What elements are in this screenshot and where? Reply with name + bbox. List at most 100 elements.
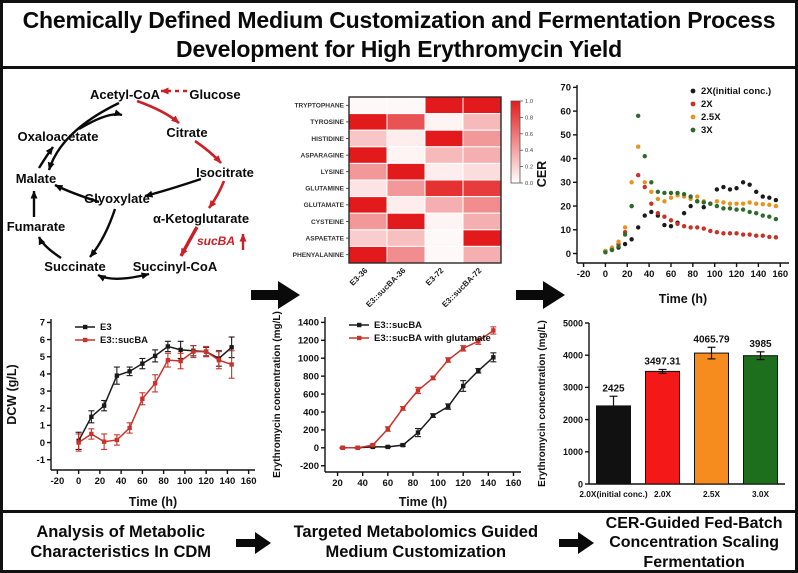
svg-text:100: 100: [177, 476, 193, 487]
svg-text:Time (h): Time (h): [129, 495, 177, 509]
svg-text:E3::sucBA-36: E3::sucBA-36: [364, 266, 408, 307]
svg-text:50: 50: [560, 130, 571, 141]
svg-text:TYROSINE: TYROSINE: [310, 119, 344, 126]
svg-text:60: 60: [383, 478, 394, 489]
svg-text:Isocitrate: Isocitrate: [196, 165, 254, 180]
svg-text:-20: -20: [51, 476, 65, 487]
svg-text:E3::sucBA: E3::sucBA: [100, 335, 148, 346]
svg-text:140: 140: [480, 478, 496, 489]
svg-text:Oxaloacetate: Oxaloacetate: [18, 129, 99, 144]
svg-text:140: 140: [750, 269, 766, 280]
svg-text:E3::sucBA with glutamate: E3::sucBA with glutamate: [374, 333, 491, 344]
step-analysis-cdm: Analysis of Metabolic Characteristics In…: [30, 523, 212, 561]
svg-text:400: 400: [303, 407, 319, 418]
svg-text:100: 100: [430, 478, 446, 489]
svg-text:1000: 1000: [298, 354, 319, 365]
svg-text:200: 200: [303, 425, 319, 436]
svg-text:Glyoxylate: Glyoxylate: [84, 191, 150, 206]
svg-text:0.2000: 0.2000: [525, 165, 533, 171]
svg-text:60: 60: [137, 476, 148, 487]
svg-text:120: 120: [729, 269, 745, 280]
svg-text:E3::sucBA: E3::sucBA: [374, 320, 422, 331]
panel-fermentation: -20 0 20 40 60 80 100 120 140 160 0 10 20 30 40 50 60 70 T…: [533, 69, 795, 510]
svg-text:10: 10: [560, 225, 571, 236]
svg-text:20: 20: [622, 269, 633, 280]
svg-text:3: 3: [40, 386, 45, 397]
svg-text:2425: 2425: [602, 383, 625, 394]
svg-text:-20: -20: [577, 269, 591, 280]
svg-text:0: 0: [578, 479, 583, 489]
svg-text:E3: E3: [100, 322, 112, 333]
svg-text:sucBA: sucBA: [197, 234, 235, 248]
svg-text:160: 160: [241, 476, 257, 487]
svg-text:1200: 1200: [298, 336, 319, 347]
svg-text:6: 6: [40, 335, 45, 346]
svg-text:3X: 3X: [701, 125, 713, 136]
svg-text:LYSINE: LYSINE: [321, 169, 345, 176]
svg-text:2.5X: 2.5X: [701, 112, 721, 123]
right-arrow-icon: [251, 281, 300, 309]
svg-text:DCW (g/L): DCW (g/L): [5, 364, 19, 424]
svg-text:3.0X: 3.0X: [752, 489, 770, 499]
svg-text:Erythromycin concentration (mg: Erythromycin concentration (mg/L): [272, 311, 283, 478]
main-panels: Glucose Acetyl-CoA Citrate Isocitrate α-Keto…: [3, 69, 795, 510]
svg-text:120: 120: [198, 476, 214, 487]
svg-text:160: 160: [506, 478, 522, 489]
svg-text:Fumarate: Fumarate: [7, 219, 66, 234]
svg-text:0.000: 0.000: [525, 181, 533, 187]
svg-text:0: 0: [566, 249, 571, 260]
svg-text:80: 80: [408, 478, 419, 489]
svg-text:GLUTAMATE: GLUTAMATE: [304, 202, 345, 209]
svg-text:0: 0: [76, 476, 81, 487]
svg-text:20: 20: [560, 201, 571, 212]
cer-scatter-chart: -20 0 20 40 60 80 100 120 140 160 0 10 20 30 40 50 60 70 T…: [535, 83, 789, 306]
svg-text:80: 80: [158, 476, 169, 487]
svg-text:5000: 5000: [563, 318, 583, 328]
svg-text:Succinate: Succinate: [44, 259, 105, 274]
svg-text:40: 40: [357, 478, 368, 489]
svg-text:TRYPTOPHANE: TRYPTOPHANE: [295, 103, 345, 110]
svg-text:2.0X(initial conc.): 2.0X(initial conc.): [579, 489, 647, 499]
svg-text:20: 20: [332, 478, 343, 489]
svg-text:ASPAETATE: ASPAETATE: [306, 235, 345, 242]
svg-text:100: 100: [707, 269, 723, 280]
svg-text:5: 5: [40, 352, 46, 363]
svg-text:Succinyl-CoA: Succinyl-CoA: [133, 259, 218, 274]
right-arrow-icon: [236, 532, 272, 554]
dcw-line-chart: -20 0 20 40 60 80 100 120 140 160 -1 0 1 2 3 4 5 6 7 Time (…: [5, 318, 257, 509]
svg-text:3000: 3000: [563, 383, 583, 393]
svg-text:2000: 2000: [563, 415, 583, 425]
step-cer-fed-batch: CER-Guided Fed-Batch Concentration Scali…: [605, 515, 783, 571]
svg-text:0.4000: 0.4000: [525, 148, 533, 154]
svg-text:Acetyl-CoA: Acetyl-CoA: [90, 87, 161, 102]
svg-text:-200: -200: [300, 461, 319, 472]
svg-text:60: 60: [666, 269, 677, 280]
svg-text:E3::sucBA-72: E3::sucBA-72: [440, 266, 484, 307]
amino-acid-heatmap: TRYPTOPHANE TYROSINE HISTIDINE ASPARAGINE LY…: [293, 96, 533, 307]
erythromycin-bar-chart: 0 1000 2000 3000 4000 5000 Erythromycin concen…: [537, 318, 785, 499]
step-targeted-metabolomics: Targeted Metabolomics Guided Medium Cust…: [293, 523, 539, 561]
svg-text:4: 4: [40, 369, 46, 380]
svg-text:40: 40: [116, 476, 127, 487]
svg-text:Citrate: Citrate: [166, 125, 207, 140]
svg-text:20: 20: [95, 476, 106, 487]
svg-text:800: 800: [303, 371, 319, 382]
svg-text:2.5X: 2.5X: [703, 489, 721, 499]
svg-text:2.0X: 2.0X: [654, 489, 672, 499]
svg-text:E3-36: E3-36: [348, 266, 370, 288]
svg-text:4000: 4000: [563, 351, 583, 361]
svg-text:600: 600: [303, 389, 319, 400]
svg-text:80: 80: [688, 269, 699, 280]
svg-text:4065.79: 4065.79: [693, 334, 730, 345]
svg-text:0: 0: [603, 269, 608, 280]
workflow-steps: Analysis of Metabolic Characteristics In…: [3, 510, 795, 571]
title-bar: Chemically Defined Medium Customization …: [3, 3, 795, 69]
svg-text:0.8000: 0.8000: [525, 115, 533, 121]
svg-text:60: 60: [560, 106, 571, 117]
svg-text:E3-72: E3-72: [424, 266, 446, 288]
svg-text:PHENYALANINE: PHENYALANINE: [293, 252, 345, 259]
svg-text:α-Ketoglutarate: α-Ketoglutarate: [153, 211, 249, 226]
panel-metabolomics: TRYPTOPHANE TYROSINE HISTIDINE ASPARAGINE LY…: [269, 69, 533, 510]
svg-text:Glucose: Glucose: [189, 87, 240, 102]
